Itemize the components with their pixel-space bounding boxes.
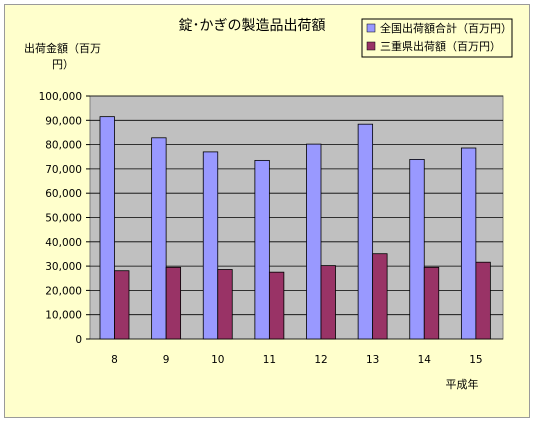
x-tick-label: 14: [418, 354, 432, 366]
y-tick-label: 20,000: [45, 285, 82, 297]
x-tick-label: 8: [111, 354, 118, 366]
x-axis-title: 平成年: [446, 377, 479, 391]
bars: [99, 116, 491, 340]
bar-national: [151, 137, 167, 340]
bar-mie: [475, 261, 491, 340]
bar-national: [254, 159, 270, 340]
x-tick-label: 11: [263, 354, 276, 366]
bar-mie: [320, 265, 336, 340]
bar-national: [409, 159, 425, 340]
y-tick-label: 100,000: [39, 91, 82, 103]
y-tick-label: 60,000: [45, 188, 82, 200]
bar-national: [306, 143, 322, 340]
y-axis-title-line2: 円）: [52, 58, 74, 71]
legend-box: [361, 18, 513, 58]
bar-mie: [423, 266, 440, 340]
x-tick-label: 10: [211, 354, 224, 366]
x-tick-label: 13: [366, 354, 379, 366]
y-tick-label: 30,000: [45, 261, 82, 273]
legend-swatch-mie: [366, 41, 376, 51]
y-tick-label: 0: [75, 334, 82, 346]
y-tick-label: 90,000: [45, 115, 82, 127]
bar-mie: [114, 270, 130, 340]
x-tick-label: 15: [469, 354, 482, 366]
y-tick-label: 40,000: [45, 237, 82, 249]
y-axis-title-line1: 出荷金額（百万: [24, 41, 101, 55]
bar-mie: [372, 253, 388, 340]
chart-title: 錠･かぎの製造品出荷額: [179, 18, 326, 34]
bar-national: [460, 147, 477, 340]
bar-national: [99, 116, 115, 340]
legend-label-mie: 三重県出荷額（百万円）: [380, 39, 501, 53]
bar-national: [202, 151, 219, 340]
y-tick-label: 70,000: [45, 164, 82, 176]
y-tick-label: 80,000: [45, 140, 82, 152]
bar-national: [357, 123, 374, 340]
x-tick-label: 12: [314, 354, 327, 366]
legend-label-national: 全国出荷額合計（百万円）: [380, 21, 512, 35]
legend: 全国出荷額合計（百万円） 三重県出荷額（百万円）: [361, 18, 513, 58]
x-tick-label: 9: [163, 354, 170, 366]
bar-mie: [165, 266, 182, 340]
legend-swatch-national: [366, 23, 376, 33]
y-tick-label: 50,000: [45, 213, 82, 225]
y-tick-label: 10,000: [45, 310, 82, 322]
bar-mie: [217, 269, 233, 340]
x-axis-ticks: 8 9 10 11 12 13 14 15: [111, 354, 482, 366]
bar-mie: [268, 271, 285, 340]
y-axis-ticks: 0 10,000 20,000 30,000 40,000 50,000 60,000 70,…: [39, 91, 90, 346]
